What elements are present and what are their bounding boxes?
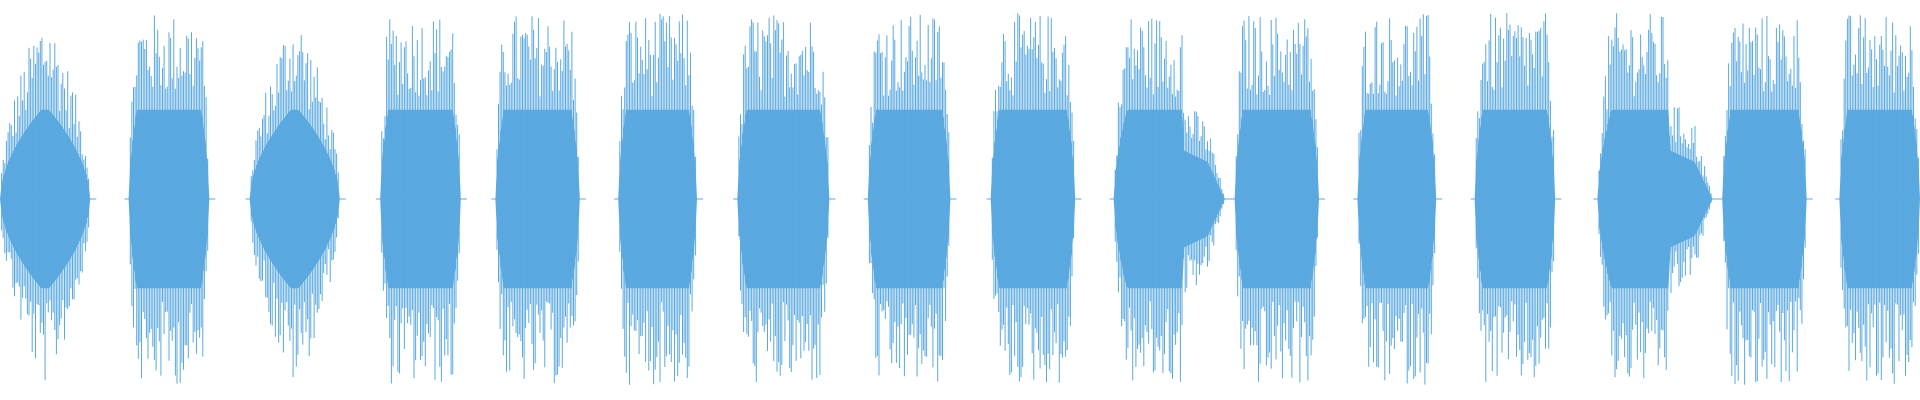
waveform-burst <box>733 15 836 383</box>
waveform-burst <box>1109 18 1231 382</box>
waveform-burst <box>1470 13 1562 382</box>
waveform-burst <box>376 19 467 384</box>
waveform-burst <box>1835 15 1920 384</box>
waveform-burst <box>1353 14 1443 385</box>
waveform-burst <box>614 13 703 385</box>
waveform-burst <box>1230 16 1325 383</box>
waveform-burst <box>1593 13 1719 379</box>
waveform-burst <box>491 16 586 383</box>
waveform-burst <box>124 15 216 384</box>
waveform-burst <box>1718 15 1813 385</box>
waveform-burst <box>245 35 346 378</box>
waveform-burst <box>0 38 97 381</box>
waveform-burst <box>986 13 1082 383</box>
waveform-burst <box>863 14 957 382</box>
